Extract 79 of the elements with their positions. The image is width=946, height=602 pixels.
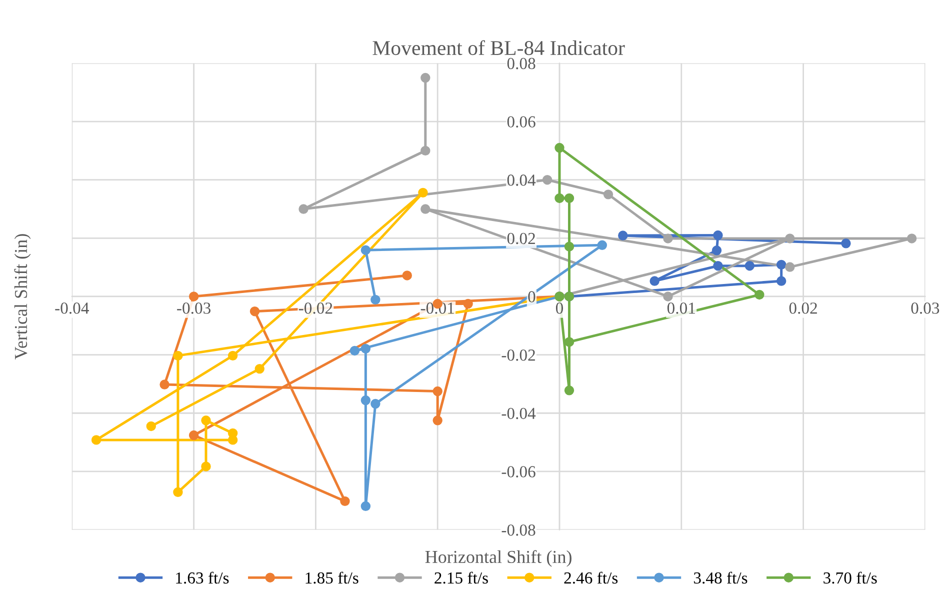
point xyxy=(360,245,371,255)
y-tick-label: -0.02 xyxy=(502,350,535,361)
point xyxy=(785,234,795,244)
point xyxy=(841,238,851,248)
point xyxy=(564,193,574,204)
x-tick-label: -0.04 xyxy=(55,302,89,314)
y-tick-label: 0.08 xyxy=(507,58,536,70)
x-axis-title: Horizontal Shift (in) xyxy=(425,550,572,567)
point xyxy=(542,174,552,185)
point xyxy=(201,462,211,472)
legend-label: 1.85 ft/s xyxy=(306,572,358,584)
point xyxy=(91,435,102,445)
point xyxy=(340,496,350,506)
legend-label: 3.48 ft/s xyxy=(694,572,748,584)
point xyxy=(785,262,795,272)
legend-label: 2.15 ft/s xyxy=(434,572,488,584)
point xyxy=(554,142,564,153)
y-tick-label: 0.06 xyxy=(507,116,536,128)
point xyxy=(663,292,673,302)
legend-label: 3.70 ft/s xyxy=(824,572,877,584)
point xyxy=(228,350,238,361)
point xyxy=(776,260,786,270)
point xyxy=(432,416,442,426)
chart-title: Movement of BL-84 Indicator xyxy=(372,40,625,56)
legend-label: 2.46 ft/s xyxy=(564,572,618,584)
y-axis-title: Vertical Shift (in) xyxy=(14,234,31,360)
x-tick-label: 0 xyxy=(556,302,564,314)
point xyxy=(597,240,608,250)
legend-label: 1.63 ft/s xyxy=(176,572,229,584)
point xyxy=(173,487,183,498)
point xyxy=(228,435,238,445)
point xyxy=(432,386,442,396)
point xyxy=(906,234,917,244)
y-tick-label: -0.04 xyxy=(502,408,536,420)
point xyxy=(350,346,360,356)
point xyxy=(713,261,723,271)
point xyxy=(360,395,371,406)
point xyxy=(564,337,574,347)
y-tick-label: -0.06 xyxy=(502,466,536,478)
point xyxy=(370,294,380,305)
point xyxy=(402,270,412,280)
point xyxy=(754,290,764,300)
x-tick-label: 0.01 xyxy=(667,302,695,314)
x-tick-label: 0.03 xyxy=(911,302,940,314)
point xyxy=(564,386,574,396)
point xyxy=(420,146,430,156)
point xyxy=(146,421,156,432)
point xyxy=(650,276,660,286)
point xyxy=(554,193,564,204)
point xyxy=(188,292,199,302)
y-tick-label: -0.08 xyxy=(502,524,536,536)
point xyxy=(360,501,371,511)
point xyxy=(603,190,614,200)
point xyxy=(420,72,430,83)
point xyxy=(201,416,211,426)
point xyxy=(360,344,371,354)
point xyxy=(250,306,260,316)
x-tick-label: -0.02 xyxy=(298,302,332,314)
point xyxy=(712,246,722,256)
point xyxy=(188,430,199,440)
point xyxy=(776,276,786,286)
point xyxy=(370,398,380,409)
y-tick-label: 0.04 xyxy=(507,174,536,186)
y-tick-label: 0.02 xyxy=(507,232,535,244)
point xyxy=(663,234,673,244)
point xyxy=(618,230,628,240)
point xyxy=(713,230,723,240)
point xyxy=(420,204,430,214)
y-tick-label: 0 xyxy=(528,291,536,302)
point xyxy=(564,242,574,252)
point xyxy=(173,350,183,361)
point xyxy=(744,261,755,271)
point xyxy=(298,204,308,214)
point xyxy=(160,380,170,390)
x-tick-label: -0.03 xyxy=(177,302,211,314)
point xyxy=(254,364,264,374)
x-tick-label: 0.02 xyxy=(789,302,817,314)
point xyxy=(418,188,428,198)
point xyxy=(463,298,473,309)
